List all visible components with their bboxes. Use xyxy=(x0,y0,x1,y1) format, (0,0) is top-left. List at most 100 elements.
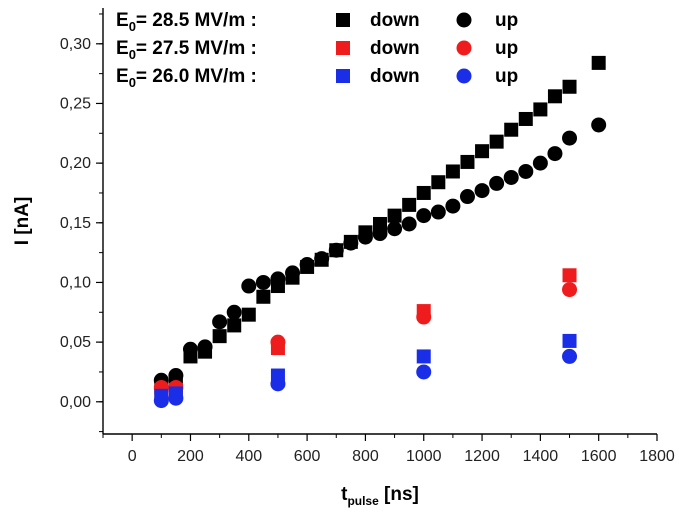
y-tick-label: 0,25 xyxy=(60,95,91,112)
data-point xyxy=(562,348,578,364)
x-tick-label: 1800 xyxy=(639,448,675,465)
data-point xyxy=(460,154,475,169)
data-point xyxy=(256,289,271,304)
data-point xyxy=(431,175,446,190)
data-point xyxy=(299,257,315,273)
data-point xyxy=(227,318,242,333)
data-point xyxy=(475,144,490,159)
y-tick-label: 0,20 xyxy=(60,155,91,172)
x-tick-label: 0 xyxy=(128,448,137,465)
data-point xyxy=(372,226,388,242)
legend-field-label: E0= 28.5 MV/m : xyxy=(116,10,257,34)
legend-field-label: E0= 26.0 MV/m : xyxy=(116,66,257,90)
data-point xyxy=(270,376,286,392)
legend-field-label: E0= 27.5 MV/m : xyxy=(116,38,257,62)
x-axis-title: tpulse [ns] xyxy=(341,484,419,508)
x-tick-label: 600 xyxy=(294,448,321,465)
legend-row: E0= 28.5 MV/m : down up xyxy=(116,10,518,34)
data-point xyxy=(474,183,490,199)
data-point xyxy=(489,175,505,191)
legend-down-marker xyxy=(336,13,350,27)
data-point xyxy=(387,221,403,237)
x-tick-label: 800 xyxy=(352,448,379,465)
data-point xyxy=(430,204,446,220)
series xyxy=(154,55,606,395)
data-point xyxy=(153,393,169,409)
data-point xyxy=(503,169,519,185)
data-point xyxy=(504,122,519,137)
legend-row: E0= 27.5 MV/m : down up xyxy=(116,38,518,62)
legend-up-label: up xyxy=(495,38,518,59)
legend-down-label: down xyxy=(370,10,420,31)
data-point xyxy=(489,134,504,149)
x-tick-label: 400 xyxy=(235,448,262,465)
plot-area: 0 200 400 600 800 1000 1200 1400 1600 1800 0,00 0,0… xyxy=(12,8,675,508)
data-point xyxy=(562,268,577,283)
data-point xyxy=(416,185,431,200)
y-tick-label: 0,30 xyxy=(60,36,91,53)
legend-row: E0= 26.0 MV/m : down up xyxy=(116,66,518,90)
data-point xyxy=(401,216,417,232)
x-tick-label: 1600 xyxy=(581,448,617,465)
y-tick-label: 0,05 xyxy=(60,334,91,351)
legend-down-marker xyxy=(336,41,350,55)
data-point xyxy=(416,364,432,380)
legend-down-label: down xyxy=(370,66,420,87)
data-point xyxy=(241,307,256,322)
series xyxy=(153,348,578,409)
legend-down-label: down xyxy=(370,38,420,59)
data-point xyxy=(212,329,227,344)
data-point xyxy=(343,235,359,251)
data-point xyxy=(547,146,563,162)
data-point xyxy=(328,242,344,258)
data-point xyxy=(562,282,578,298)
series xyxy=(154,333,577,403)
data-point xyxy=(402,197,417,212)
series xyxy=(153,117,607,388)
y-tick-label: 0,15 xyxy=(60,215,91,232)
data-point xyxy=(314,251,330,267)
data-point xyxy=(533,102,548,117)
legend-up-marker xyxy=(456,12,472,28)
legend-up-marker xyxy=(456,68,472,84)
data-point xyxy=(212,314,228,330)
data-point xyxy=(387,208,402,223)
data-point xyxy=(226,304,242,320)
data-point xyxy=(445,198,461,214)
x-tick-label: 1200 xyxy=(464,448,500,465)
data-point xyxy=(197,339,213,355)
data-point xyxy=(591,55,606,70)
y-tick-label: 0,10 xyxy=(60,274,91,291)
data-point xyxy=(532,155,548,171)
data-point xyxy=(241,278,257,294)
data-point xyxy=(168,390,184,406)
data-point xyxy=(168,368,184,384)
data-point xyxy=(562,79,577,94)
data-point xyxy=(182,341,198,357)
legend-down-marker xyxy=(336,69,350,83)
data-point xyxy=(270,271,286,287)
data-point xyxy=(285,265,301,281)
legend: E0= 28.5 MV/m : down up E0= 27.5 MV/m : down… xyxy=(116,10,518,90)
data-point xyxy=(255,274,271,290)
x-tick-label: 1000 xyxy=(406,448,442,465)
data-point xyxy=(270,334,286,350)
data-point xyxy=(562,333,577,348)
data-point xyxy=(562,130,578,146)
legend-up-marker xyxy=(456,40,472,56)
data-point xyxy=(357,229,373,245)
y-tick-label: 0,00 xyxy=(60,394,91,411)
legend-up-label: up xyxy=(495,66,518,87)
data-point xyxy=(416,309,432,325)
legend-up-label: up xyxy=(495,10,518,31)
data-point xyxy=(547,89,562,104)
x-tick-label: 1400 xyxy=(523,448,559,465)
x-tick-label: 200 xyxy=(177,448,204,465)
data-point xyxy=(518,163,534,179)
data-point xyxy=(416,208,432,224)
data-point xyxy=(518,111,533,126)
data-point xyxy=(459,189,475,205)
data-point xyxy=(445,164,460,179)
y-axis-title: I [nA] xyxy=(12,197,33,246)
